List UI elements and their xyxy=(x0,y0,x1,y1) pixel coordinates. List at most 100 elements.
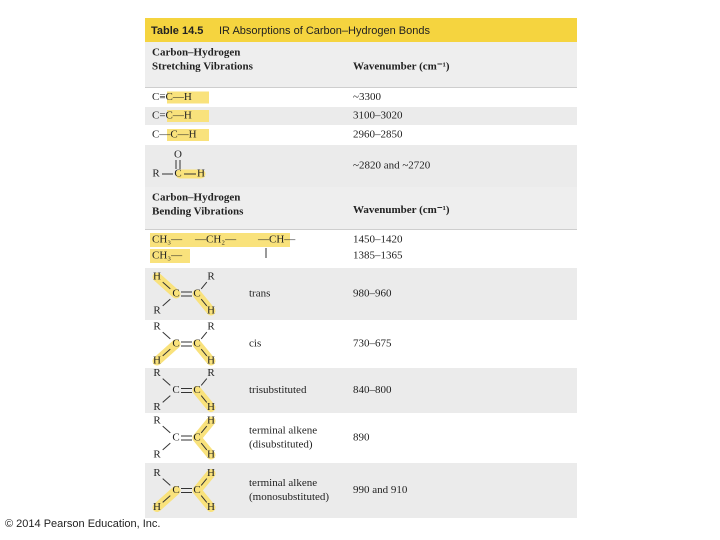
atom: R xyxy=(153,321,161,333)
bond xyxy=(200,348,208,357)
bond xyxy=(200,442,208,451)
section-header-bg xyxy=(145,187,577,230)
section-header-bg xyxy=(145,42,577,88)
bond xyxy=(162,495,171,503)
structure: —CH₂— xyxy=(194,234,237,246)
atom: C xyxy=(193,384,200,396)
wavenumber: 980–960 xyxy=(353,288,392,300)
atom: R xyxy=(152,168,160,180)
wavenumber: 1450–1420 xyxy=(353,234,403,246)
atom: R xyxy=(153,367,161,379)
bond xyxy=(200,395,208,403)
structure: C≡C—H xyxy=(152,91,192,103)
wavenumber: 890 xyxy=(353,432,370,444)
bond xyxy=(200,495,208,503)
bond xyxy=(200,478,208,486)
wavenumber: 990 and 910 xyxy=(353,484,408,496)
wavenumber-header: Wavenumber (cm⁻¹) xyxy=(353,61,450,73)
atom: R xyxy=(207,321,215,333)
atom: C xyxy=(193,432,200,444)
atom: C xyxy=(193,338,200,350)
atom: R xyxy=(207,367,215,379)
description: trans xyxy=(249,288,270,300)
description: terminal alkene xyxy=(249,425,317,437)
wavenumber: 1385–1365 xyxy=(353,250,403,262)
bond xyxy=(200,425,208,434)
bond xyxy=(162,298,171,307)
bond xyxy=(162,378,171,386)
row-bg xyxy=(145,107,577,125)
section-header: Bending Vibrations xyxy=(152,206,244,218)
row-bg xyxy=(145,368,577,413)
row-bg xyxy=(145,320,577,368)
highlight xyxy=(150,233,290,247)
atom: H xyxy=(207,449,215,461)
section-header: Carbon–Hydrogen xyxy=(152,47,240,59)
atom: H xyxy=(207,415,215,427)
section-header: Carbon–Hydrogen xyxy=(152,192,240,204)
highlight xyxy=(150,249,190,263)
description: trisubstituted xyxy=(249,384,307,396)
wavenumber: 840–800 xyxy=(353,384,392,396)
table-body: Carbon–Hydrogen Stretching Vibrations Wave… xyxy=(145,42,577,518)
bond xyxy=(162,281,171,290)
table-title: IR Absorptions of Carbon–Hydrogen Bonds xyxy=(219,25,430,37)
highlight xyxy=(167,110,209,122)
atom: H xyxy=(153,501,161,513)
atom: C xyxy=(172,484,179,496)
wavenumber: ~2820 and ~2720 xyxy=(353,160,431,172)
description: cis xyxy=(249,338,261,350)
row-bg xyxy=(145,88,577,107)
atom: H xyxy=(207,305,215,317)
bond xyxy=(162,395,171,403)
highlight xyxy=(167,91,209,104)
atom: C xyxy=(193,288,200,300)
row-bg xyxy=(145,125,577,145)
atom: O xyxy=(174,149,182,161)
description: (monosubstituted) xyxy=(249,491,329,503)
highlight xyxy=(167,129,209,141)
atom: R xyxy=(153,305,161,317)
bond xyxy=(162,331,171,340)
structure: C—C—H xyxy=(152,129,197,141)
atom: R xyxy=(153,467,161,479)
row-bg xyxy=(145,413,577,463)
atom: R xyxy=(153,449,161,461)
structure: CH₃— xyxy=(152,250,183,262)
row-bg xyxy=(145,145,577,187)
description: (disubstituted) xyxy=(249,439,313,451)
bond xyxy=(162,348,171,357)
atom: C xyxy=(174,168,181,180)
atom: H xyxy=(207,355,215,367)
bond xyxy=(200,331,208,340)
atom: C xyxy=(172,288,179,300)
atom: C xyxy=(172,384,179,396)
table-label: Table 14.5 xyxy=(151,25,203,37)
bond xyxy=(162,478,171,486)
atom: R xyxy=(207,271,215,283)
atom: R xyxy=(153,415,161,427)
bond xyxy=(200,281,208,290)
copyright: © 2014 Pearson Education, Inc. xyxy=(5,518,160,530)
row-bg xyxy=(145,463,577,518)
wavenumber: 730–675 xyxy=(353,338,392,350)
description: terminal alkene xyxy=(249,477,317,489)
atom: H xyxy=(153,355,161,367)
atom: H xyxy=(207,467,215,479)
wavenumber-header: Wavenumber (cm⁻¹) xyxy=(353,204,450,216)
atom: C xyxy=(193,484,200,496)
row-bg xyxy=(145,268,577,320)
title-bar xyxy=(145,18,577,42)
structure: —CH— xyxy=(257,234,296,246)
bond xyxy=(162,425,171,434)
wavenumber: 2960–2850 xyxy=(353,129,403,141)
atom: C xyxy=(172,432,179,444)
bond xyxy=(162,442,171,451)
atom: H xyxy=(207,401,215,413)
wavenumber: 3100–3020 xyxy=(353,110,403,122)
atom: R xyxy=(153,401,161,413)
wavenumber: ~3300 xyxy=(353,91,381,103)
section-header: Stretching Vibrations xyxy=(152,61,254,73)
atom: H xyxy=(197,168,205,180)
